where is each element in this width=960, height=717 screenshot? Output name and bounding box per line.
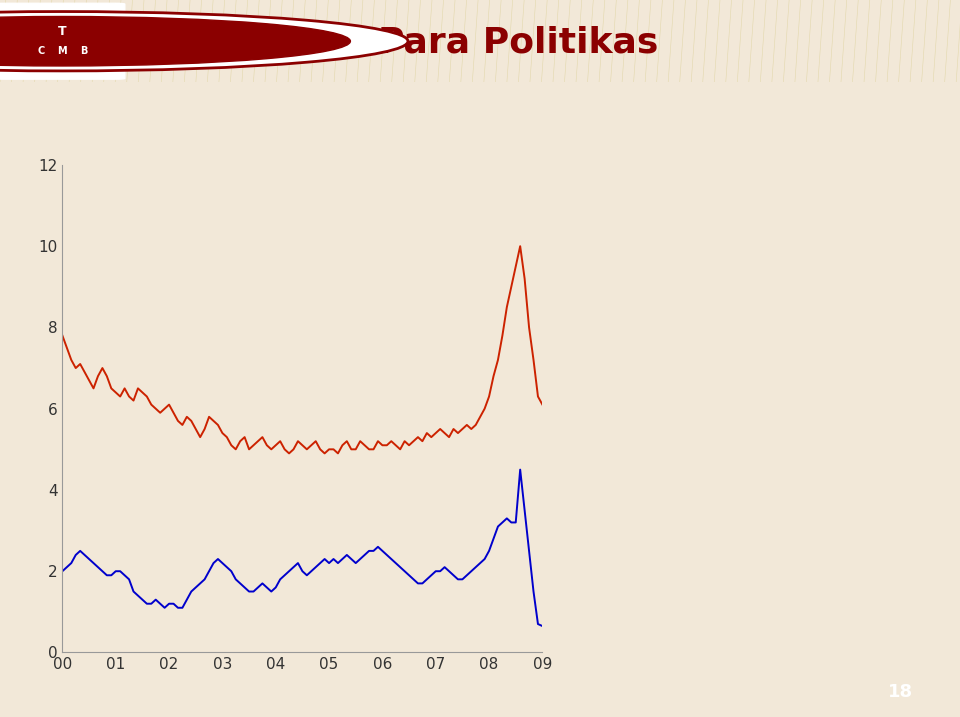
Text: C: C — [37, 46, 45, 56]
Text: Para Politikas: Para Politikas — [378, 26, 659, 60]
Circle shape — [0, 11, 408, 71]
FancyBboxPatch shape — [0, 4, 125, 79]
Text: 18: 18 — [887, 683, 913, 701]
Text: M: M — [58, 46, 67, 56]
Circle shape — [0, 16, 350, 66]
Text: T: T — [59, 25, 66, 38]
Text: B: B — [80, 46, 87, 56]
